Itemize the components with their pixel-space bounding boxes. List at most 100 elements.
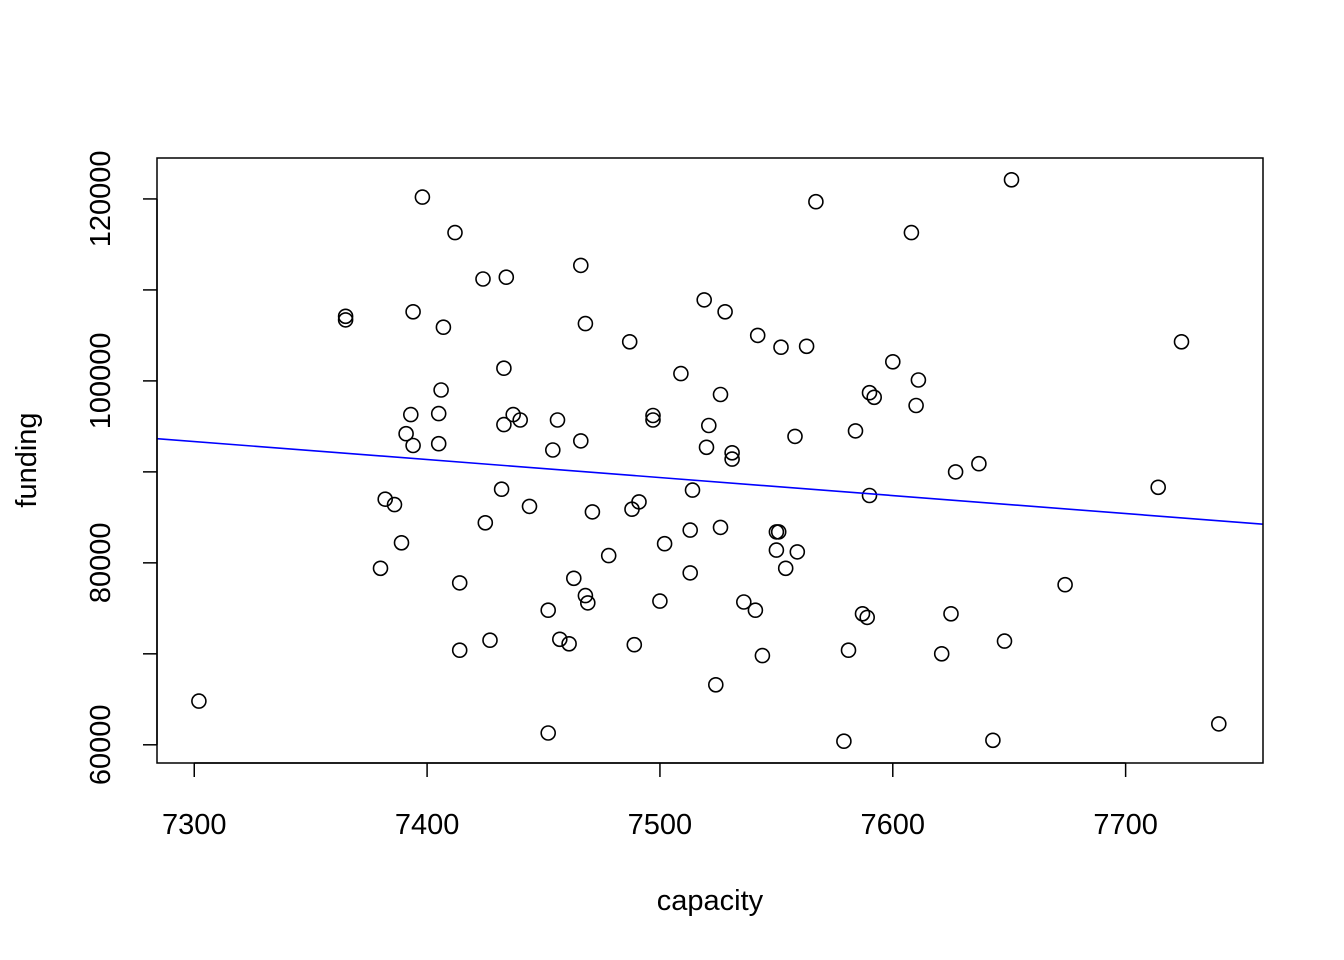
data-point xyxy=(631,494,647,510)
data-point xyxy=(910,372,927,388)
x-tick-label: 7400 xyxy=(395,809,460,841)
data-point xyxy=(943,605,959,622)
data-point xyxy=(971,455,987,472)
data-point xyxy=(584,504,601,520)
data-point xyxy=(866,389,883,406)
data-point xyxy=(854,605,871,622)
data-point xyxy=(673,365,689,382)
data-point xyxy=(712,519,729,536)
data-point xyxy=(712,386,729,403)
data-point xyxy=(579,595,596,611)
data-point xyxy=(1057,576,1073,593)
data-point xyxy=(565,570,582,587)
data-point xyxy=(908,397,924,414)
data-point xyxy=(475,271,491,287)
data-point xyxy=(717,303,733,320)
data-point xyxy=(707,676,724,693)
data-point xyxy=(1003,172,1020,188)
data-point xyxy=(947,464,964,480)
data-point xyxy=(477,514,494,531)
data-point xyxy=(645,407,661,424)
data-point xyxy=(656,535,673,552)
data-point xyxy=(549,412,566,428)
points-layer xyxy=(191,172,1227,750)
data-point xyxy=(808,193,824,210)
data-point xyxy=(521,498,538,515)
x-axis: 7300 7400 7500 7600 7700 xyxy=(162,762,1158,841)
data-point xyxy=(498,269,515,286)
data-point xyxy=(626,636,643,653)
data-point xyxy=(337,312,354,328)
data-point xyxy=(777,560,794,577)
y-axis-label: funding xyxy=(11,412,43,507)
data-point xyxy=(840,642,857,659)
data-point xyxy=(682,522,699,538)
data-point xyxy=(768,542,785,558)
data-point xyxy=(600,547,617,564)
x-axis-label: capacity xyxy=(657,885,764,917)
data-point xyxy=(735,594,752,610)
data-point xyxy=(770,524,787,540)
data-point xyxy=(884,353,901,370)
data-point xyxy=(377,491,394,508)
data-point xyxy=(191,693,207,709)
x-tick-label: 7600 xyxy=(861,809,926,841)
data-point xyxy=(551,631,568,648)
y-tick-label: 60000 xyxy=(85,704,117,785)
data-point xyxy=(1211,716,1227,732)
data-point xyxy=(405,303,421,320)
data-point xyxy=(903,224,920,241)
data-point xyxy=(847,423,864,439)
data-point xyxy=(496,360,512,377)
data-point xyxy=(645,412,661,428)
data-point xyxy=(414,189,431,205)
data-point xyxy=(749,327,766,344)
x-tick-label: 7700 xyxy=(1093,809,1158,841)
data-point xyxy=(433,382,449,398)
y-tick-label: 80000 xyxy=(85,522,117,603)
data-point xyxy=(482,632,498,649)
data-point xyxy=(430,435,447,452)
data-point xyxy=(621,333,638,350)
data-point xyxy=(540,602,557,619)
data-point xyxy=(985,732,1001,749)
data-point xyxy=(337,308,354,325)
data-point xyxy=(933,645,950,662)
data-point xyxy=(451,642,468,659)
trend-line xyxy=(156,437,1264,525)
data-point xyxy=(698,439,715,456)
data-point xyxy=(544,442,561,458)
data-point xyxy=(787,428,803,445)
data-point xyxy=(451,575,468,591)
x-tick-label: 7500 xyxy=(628,809,693,841)
data-point xyxy=(789,544,806,560)
data-point xyxy=(447,224,463,241)
data-point xyxy=(496,416,512,433)
trend-layer xyxy=(156,437,1264,525)
data-point xyxy=(747,602,764,619)
data-point xyxy=(724,444,740,461)
y-tick-label: 120000 xyxy=(85,151,117,248)
data-point xyxy=(798,338,815,355)
data-point xyxy=(577,587,594,604)
data-point xyxy=(493,481,510,498)
data-point xyxy=(1173,333,1190,350)
data-point xyxy=(700,417,717,434)
data-point xyxy=(405,437,421,454)
data-point xyxy=(836,733,852,750)
data-point xyxy=(540,725,557,741)
data-point xyxy=(859,609,876,626)
y-tick-label: 100000 xyxy=(85,333,117,430)
data-point xyxy=(754,647,771,664)
plot-frame xyxy=(156,157,1264,764)
data-point xyxy=(684,482,701,498)
data-point xyxy=(512,412,529,428)
data-point xyxy=(696,292,713,308)
data-point xyxy=(1150,479,1166,496)
data-point xyxy=(577,315,594,332)
data-point xyxy=(572,257,589,274)
data-point xyxy=(393,534,410,551)
data-point xyxy=(386,496,403,513)
data-point xyxy=(773,339,789,356)
